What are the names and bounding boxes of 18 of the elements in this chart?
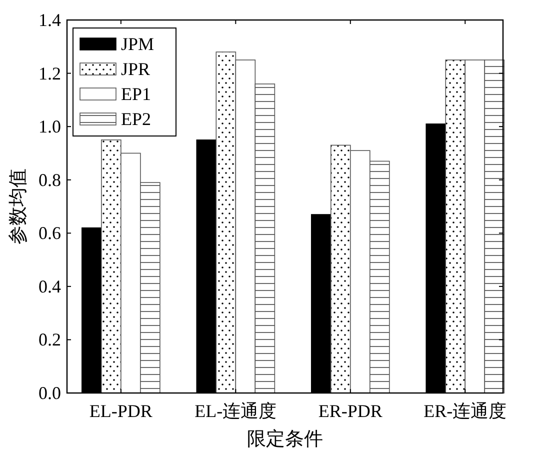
y-tick-label: 1.2	[38, 63, 61, 84]
legend-label: JPM	[121, 34, 154, 54]
x-tick-label: EL-PDR	[89, 401, 152, 421]
x-tick-label: ER-连通度	[424, 401, 507, 421]
x-tick-label: EL-连通度	[194, 401, 277, 421]
y-axis-title: 参数均值	[8, 168, 29, 244]
x-axis-title: 限定条件	[247, 428, 323, 450]
y-tick-label: 1.0	[38, 116, 61, 137]
legend-label: EP1	[121, 84, 152, 104]
y-tick-label: 0.4	[38, 276, 61, 296]
legend-label: EP2	[121, 109, 152, 129]
x-tick-label: ER-PDR	[318, 401, 382, 421]
y-tick-label: 1.4	[38, 10, 61, 30]
y-tick-label: 0.0	[38, 383, 61, 403]
y-tick-label: 0.6	[38, 223, 61, 244]
legend-label: JPR	[121, 59, 150, 79]
y-tick-label: 0.8	[38, 170, 61, 190]
y-tick-label: 0.2	[38, 330, 61, 350]
